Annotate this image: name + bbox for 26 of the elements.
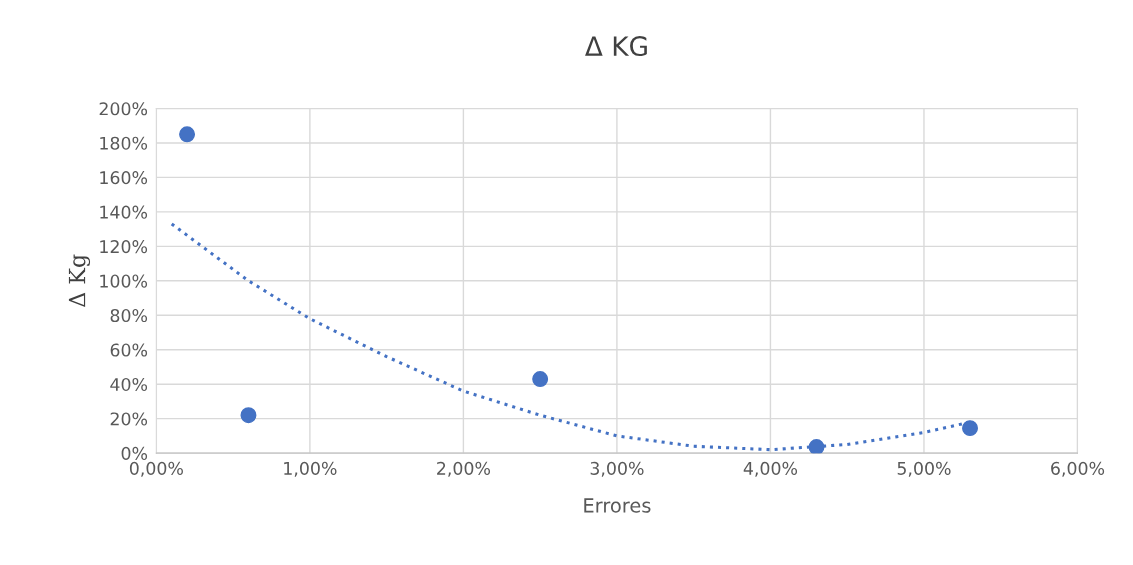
y-axis-title: Δ Kg — [68, 254, 91, 307]
chart-title: Δ KG — [585, 36, 647, 57]
y-tick-label: 40% — [110, 377, 148, 392]
x-tick-label: 3,00% — [590, 461, 644, 477]
x-axis-title: Errores — [584, 498, 651, 513]
y-tick-label: 100% — [100, 274, 148, 288]
y-tick-label: 140% — [100, 205, 148, 219]
x-tick-label: 5,00% — [897, 461, 951, 477]
x-tick-label: 6,00% — [1051, 461, 1105, 477]
point — [808, 439, 825, 454]
point — [179, 126, 196, 143]
y-tick-label: 120% — [100, 240, 148, 254]
x-tick-label: 0,00% — [129, 461, 183, 477]
x-tick-label: 2,00% — [437, 461, 491, 477]
point — [962, 420, 978, 437]
point — [240, 407, 257, 424]
y-tick-label: 0% — [121, 446, 148, 460]
y-tick-label: 160% — [100, 171, 148, 185]
y-tick-label: 200% — [99, 102, 148, 116]
point — [532, 371, 549, 388]
y-tick-label: 60% — [110, 343, 148, 357]
x-tick-label: 1,00% — [284, 461, 337, 477]
y-tick-label: 180% — [100, 136, 148, 150]
y-tick-label: 20% — [110, 412, 148, 426]
x-tick-label: 4,00% — [743, 461, 798, 477]
y-tick-label: 80% — [110, 308, 148, 323]
